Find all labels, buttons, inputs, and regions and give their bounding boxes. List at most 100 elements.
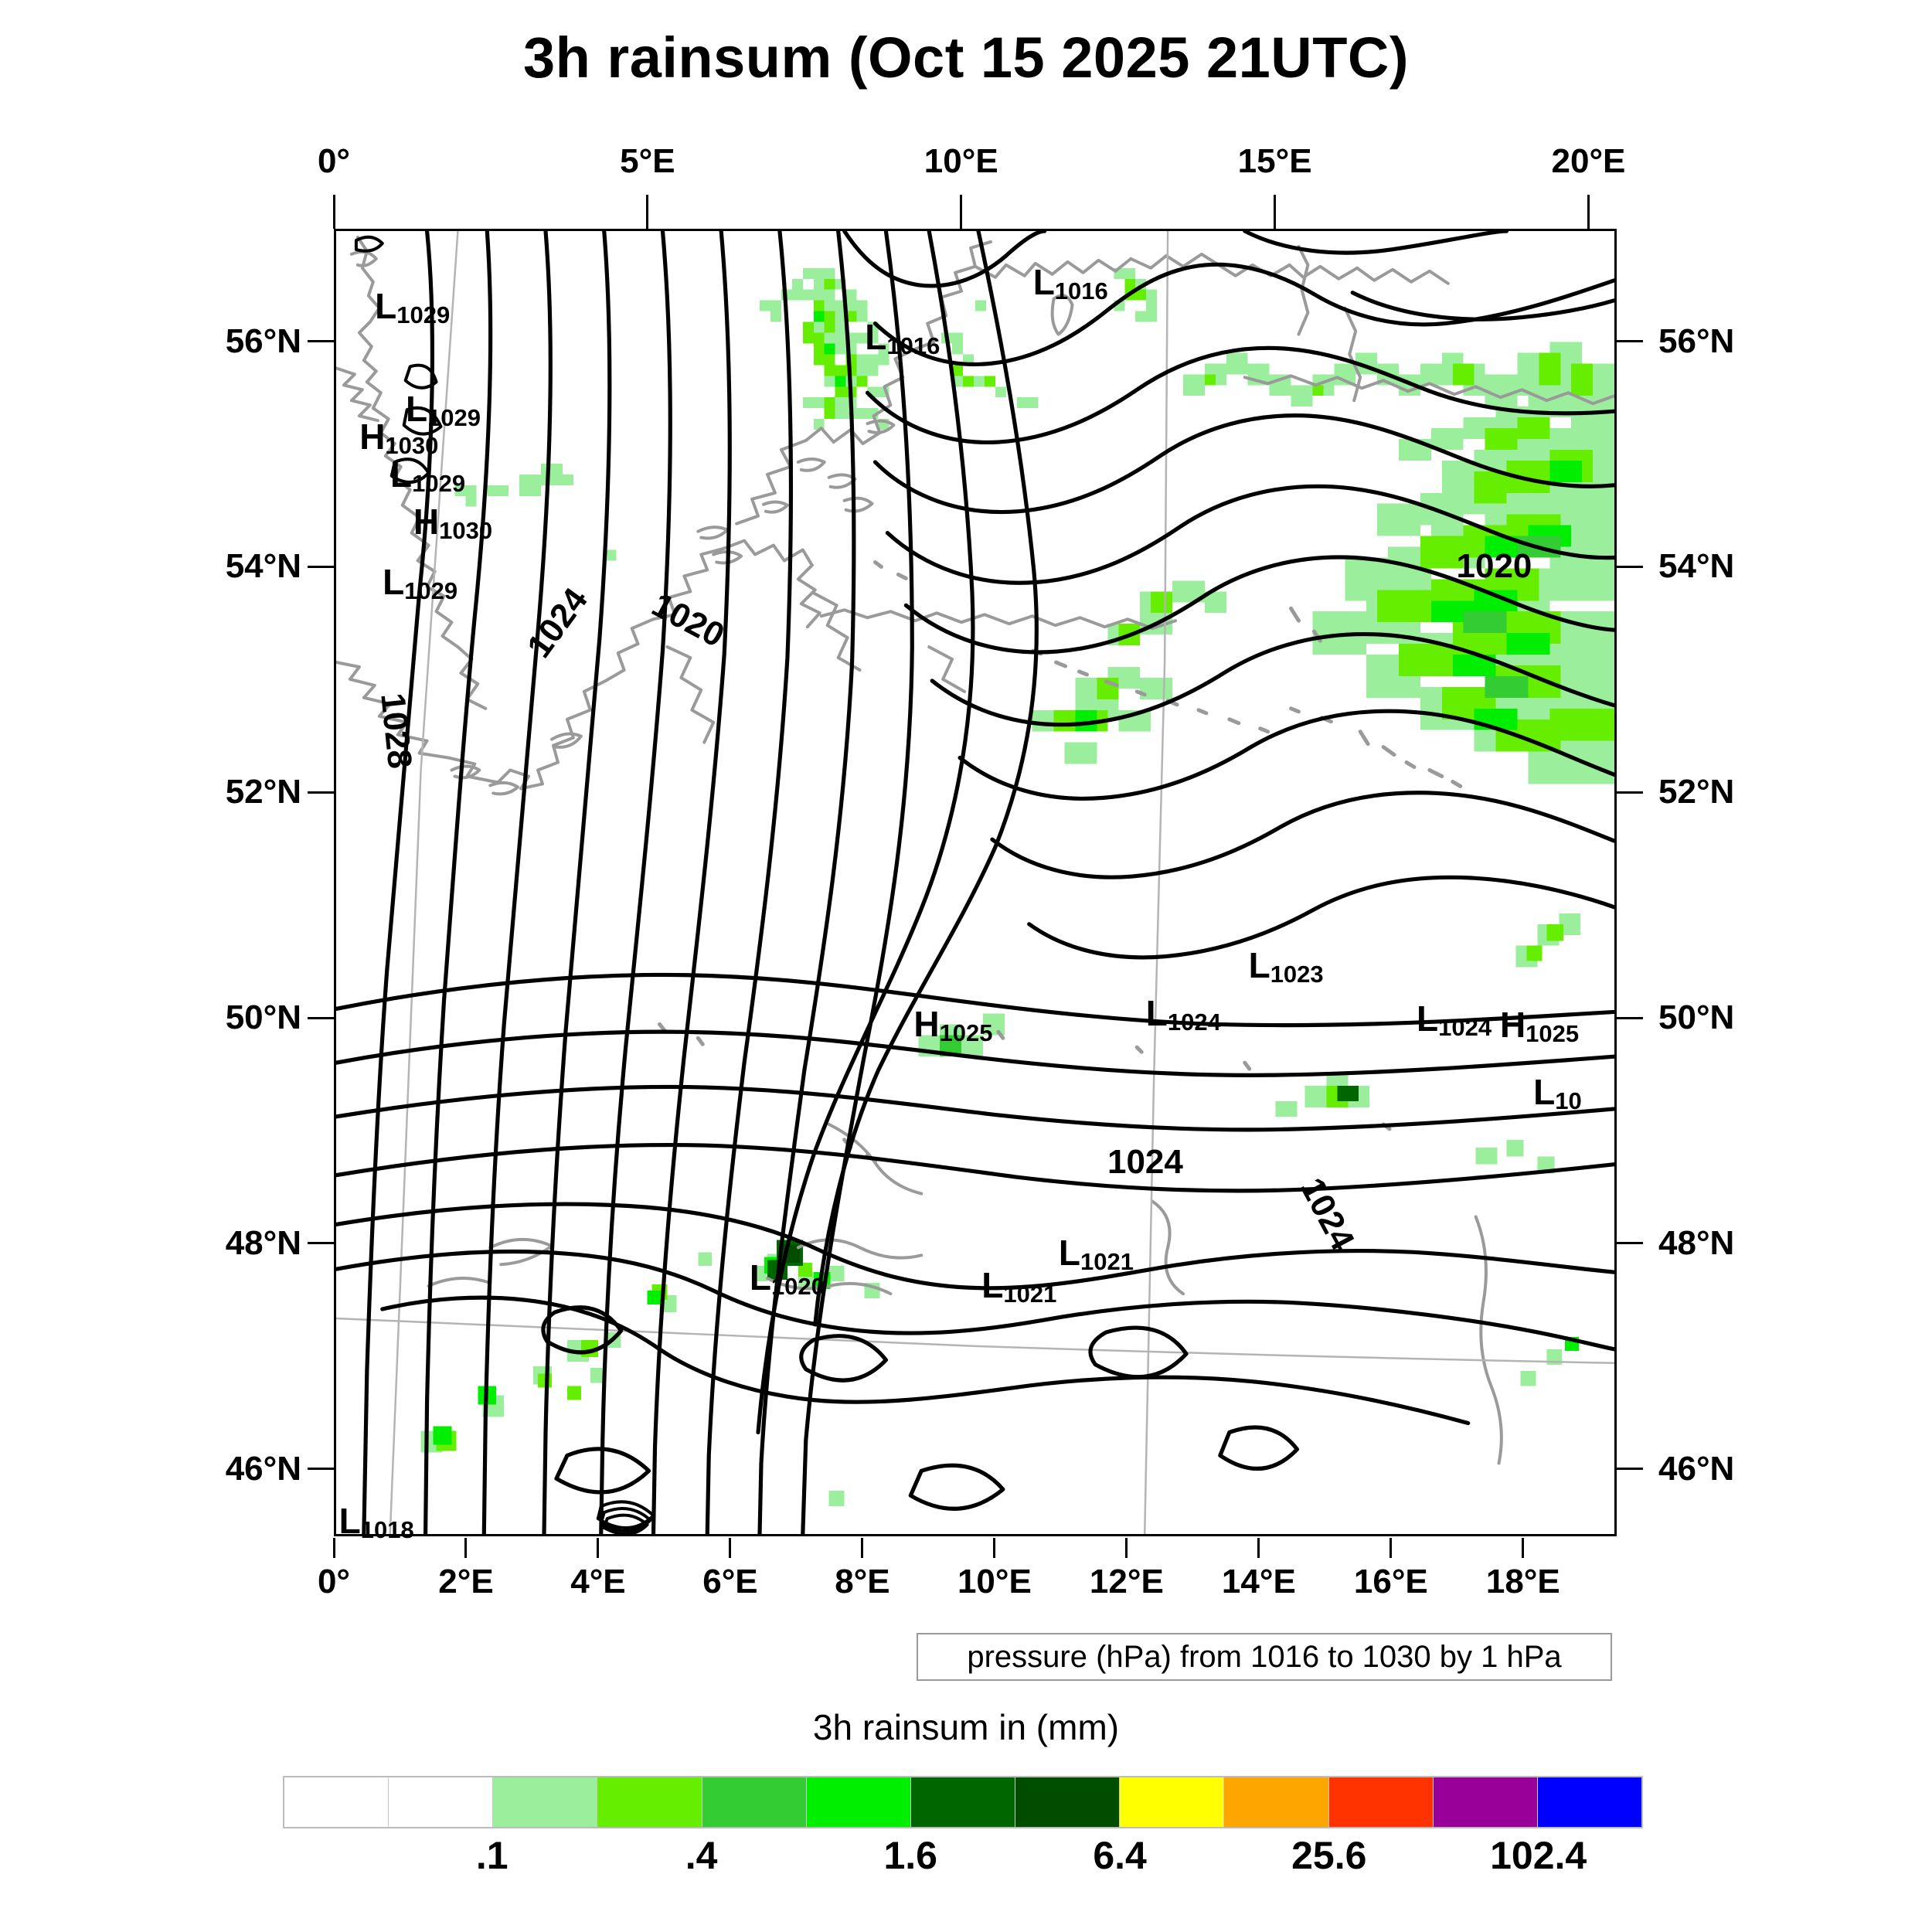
map-svg: [336, 231, 1614, 1534]
lon-tick-bottom-line-3: [729, 1538, 732, 1558]
pressure-center-l-15: L1021: [981, 1264, 1056, 1308]
contour-label-1020-3: 1020: [1456, 546, 1532, 585]
lat-label-right-4: 48°N: [1658, 1223, 1735, 1262]
pressure-center-type: L: [1533, 1071, 1556, 1112]
pressure-center-type: L: [1248, 944, 1270, 985]
colorbar-tick-3: 6.4: [1093, 1834, 1147, 1877]
colorbar-cell-3[interactable]: [597, 1777, 702, 1827]
lat-label-left-4: 48°N: [225, 1223, 301, 1262]
colorbar-cell-9[interactable]: [1224, 1777, 1329, 1827]
colorbar-tick-0: .1: [475, 1834, 509, 1877]
lat-tick-right-0: [1615, 340, 1643, 342]
lat-label-right-5: 46°N: [1658, 1449, 1735, 1488]
lon-tick-top-4: [1587, 195, 1590, 229]
pressure-center-type: L: [865, 317, 887, 358]
pressure-center-l-13: L10: [1533, 1071, 1582, 1115]
lon-tick-top-1: [646, 195, 649, 229]
colorbar-cell-6[interactable]: [910, 1777, 1016, 1827]
pressure-center-l-17: L1018: [339, 1500, 414, 1544]
pressure-center-type: H: [413, 501, 440, 542]
pressure-center-h-8: H1025: [913, 1003, 992, 1047]
contour-label-1028-0: 1028: [372, 691, 419, 770]
lon-label-top-4: 20°E: [1551, 142, 1626, 180]
pressure-center-l-11: L1024: [1417, 998, 1492, 1042]
lat-tick-left-5: [308, 1468, 335, 1471]
lon-label-bottom-5: 10°E: [957, 1563, 1032, 1600]
pressure-center-type: L: [375, 285, 397, 326]
lat-tick-left-2: [308, 791, 335, 794]
isobar-layer: [336, 231, 1614, 1534]
colorbar-cell-7[interactable]: [1015, 1777, 1121, 1827]
pressure-center-value: 1029: [412, 470, 466, 498]
pressure-center-value: 10: [1555, 1087, 1582, 1114]
pressure-center-value: 1024: [1438, 1013, 1492, 1041]
colorbar-cell-8[interactable]: [1120, 1777, 1225, 1827]
pressure-center-type: L: [1145, 993, 1168, 1034]
lat-label-left-5: 46°N: [225, 1449, 301, 1488]
colorbar-cell-10[interactable]: [1328, 1777, 1434, 1827]
lon-label-bottom-8: 16°E: [1353, 1563, 1428, 1600]
lat-label-left-2: 52°N: [225, 773, 301, 811]
pressure-center-l-5: L1029: [383, 561, 457, 605]
lon-label-bottom-1: 2°E: [438, 1563, 494, 1600]
pressure-center-l-16: L1021: [1059, 1232, 1134, 1276]
lat-tick-right-2: [1615, 791, 1643, 794]
lon-tick-bottom-line-8: [1389, 1538, 1393, 1558]
lat-label-left-1: 54°N: [225, 547, 301, 586]
pressure-center-l-3: L1029: [390, 454, 465, 498]
lon-tick-top-3: [1274, 195, 1277, 229]
lon-label-top-0: 0°: [317, 142, 351, 180]
lat-tick-right-5: [1615, 1468, 1643, 1471]
colorbar-cell-1[interactable]: [389, 1777, 494, 1827]
lat-label-right-0: 56°N: [1658, 321, 1735, 360]
pressure-center-type: L: [981, 1265, 1004, 1306]
pressure-center-h-4: H1030: [413, 501, 492, 545]
pressure-center-l-9: L1024: [1146, 992, 1221, 1036]
pressure-center-h-2: H1030: [359, 416, 438, 460]
lon-tick-bottom-line-0: [332, 1538, 335, 1558]
colorbar-cell-2[interactable]: [493, 1777, 598, 1827]
pressure-center-value: 1021: [1003, 1281, 1057, 1308]
pressure-center-type: L: [1032, 262, 1055, 303]
colorbar-tick-2: 1.6: [883, 1834, 937, 1877]
pressure-center-type: L: [383, 561, 405, 602]
pressure-center-type: H: [359, 416, 386, 457]
lon-tick-bottom-line-6: [1125, 1538, 1128, 1558]
pressure-center-type: L: [1417, 998, 1439, 1039]
pressure-center-l-6: L1016: [1033, 261, 1108, 305]
lat-label-left-3: 50°N: [225, 998, 301, 1037]
colorbar-cell-12[interactable]: [1537, 1777, 1642, 1827]
colorbar-cell-4[interactable]: [702, 1777, 807, 1827]
colorbar-tick-5: 102.4: [1490, 1834, 1587, 1877]
lat-tick-left-1: [308, 565, 335, 568]
colorbar-cell-0[interactable]: [284, 1777, 389, 1827]
lon-tick-top-2: [960, 195, 963, 229]
colorbar-tick-labels: .1 .4 1.6 6.4 25.6 102.4: [283, 1833, 1643, 1887]
lat-tick-right-1: [1615, 565, 1643, 568]
pressure-center-value: 1030: [385, 431, 439, 459]
colorbar-cell-11[interactable]: [1433, 1777, 1538, 1827]
pressure-center-value: 1020: [770, 1272, 825, 1300]
colorbar[interactable]: [283, 1776, 1643, 1828]
lon-tick-bottom-line-4: [861, 1538, 864, 1558]
lon-label-bottom-9: 18°E: [1485, 1563, 1560, 1600]
page-title: 3h rainsum (Oct 15 2025 21UTC): [523, 26, 1409, 90]
lat-tick-left-0: [308, 340, 335, 342]
map-plot-area[interactable]: [334, 229, 1617, 1536]
lon-tick-bottom-line-7: [1257, 1538, 1260, 1558]
pressure-center-type: H: [913, 1003, 940, 1044]
lon-label-top-2: 10°E: [923, 142, 998, 180]
pressure-center-l-0: L1029: [375, 285, 450, 329]
pressure-center-type: L: [338, 1500, 361, 1541]
pressure-center-value: 1025: [939, 1019, 993, 1046]
lat-tick-right-4: [1615, 1242, 1643, 1245]
pressure-center-type: H: [1499, 1005, 1526, 1046]
colorbar-cell-5[interactable]: [806, 1777, 911, 1827]
lat-label-right-3: 50°N: [1658, 998, 1735, 1037]
lat-label-right-2: 52°N: [1658, 773, 1735, 811]
pressure-center-value: 1016: [1054, 277, 1108, 305]
pressure-center-type: L: [390, 454, 413, 495]
lon-tick-bottom-line-2: [597, 1538, 600, 1558]
lon-label-bottom-2: 4°E: [570, 1563, 626, 1600]
